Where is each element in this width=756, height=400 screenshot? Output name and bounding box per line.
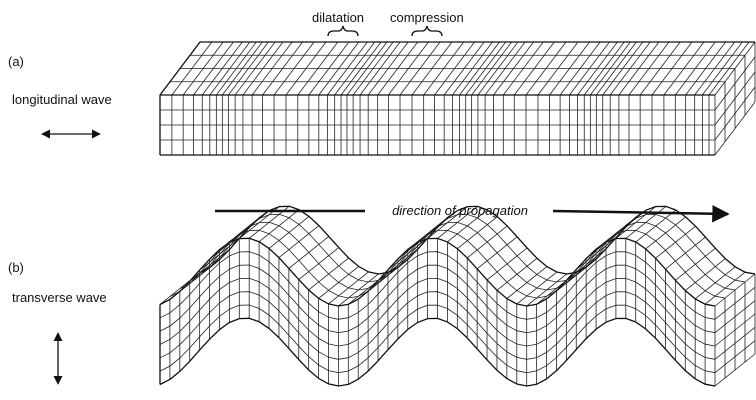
propagation-arrow (553, 211, 728, 214)
propagation-label: direction of propagation (392, 203, 528, 218)
grid-line (160, 318, 715, 386)
annotation: dilatation (312, 10, 364, 25)
wave-label: longitudinal wave (12, 92, 112, 107)
annotation: compression (390, 10, 464, 25)
diagram: (a) longitudinal wave dilatation compres… (0, 0, 756, 400)
longitudinal-block (160, 42, 755, 155)
transverse-block (160, 206, 755, 386)
brace (328, 26, 358, 36)
wave-label: transverse wave (12, 290, 107, 305)
panel-label: (b) (8, 260, 24, 275)
panel-label: (a) (8, 54, 24, 69)
brace (412, 26, 442, 36)
